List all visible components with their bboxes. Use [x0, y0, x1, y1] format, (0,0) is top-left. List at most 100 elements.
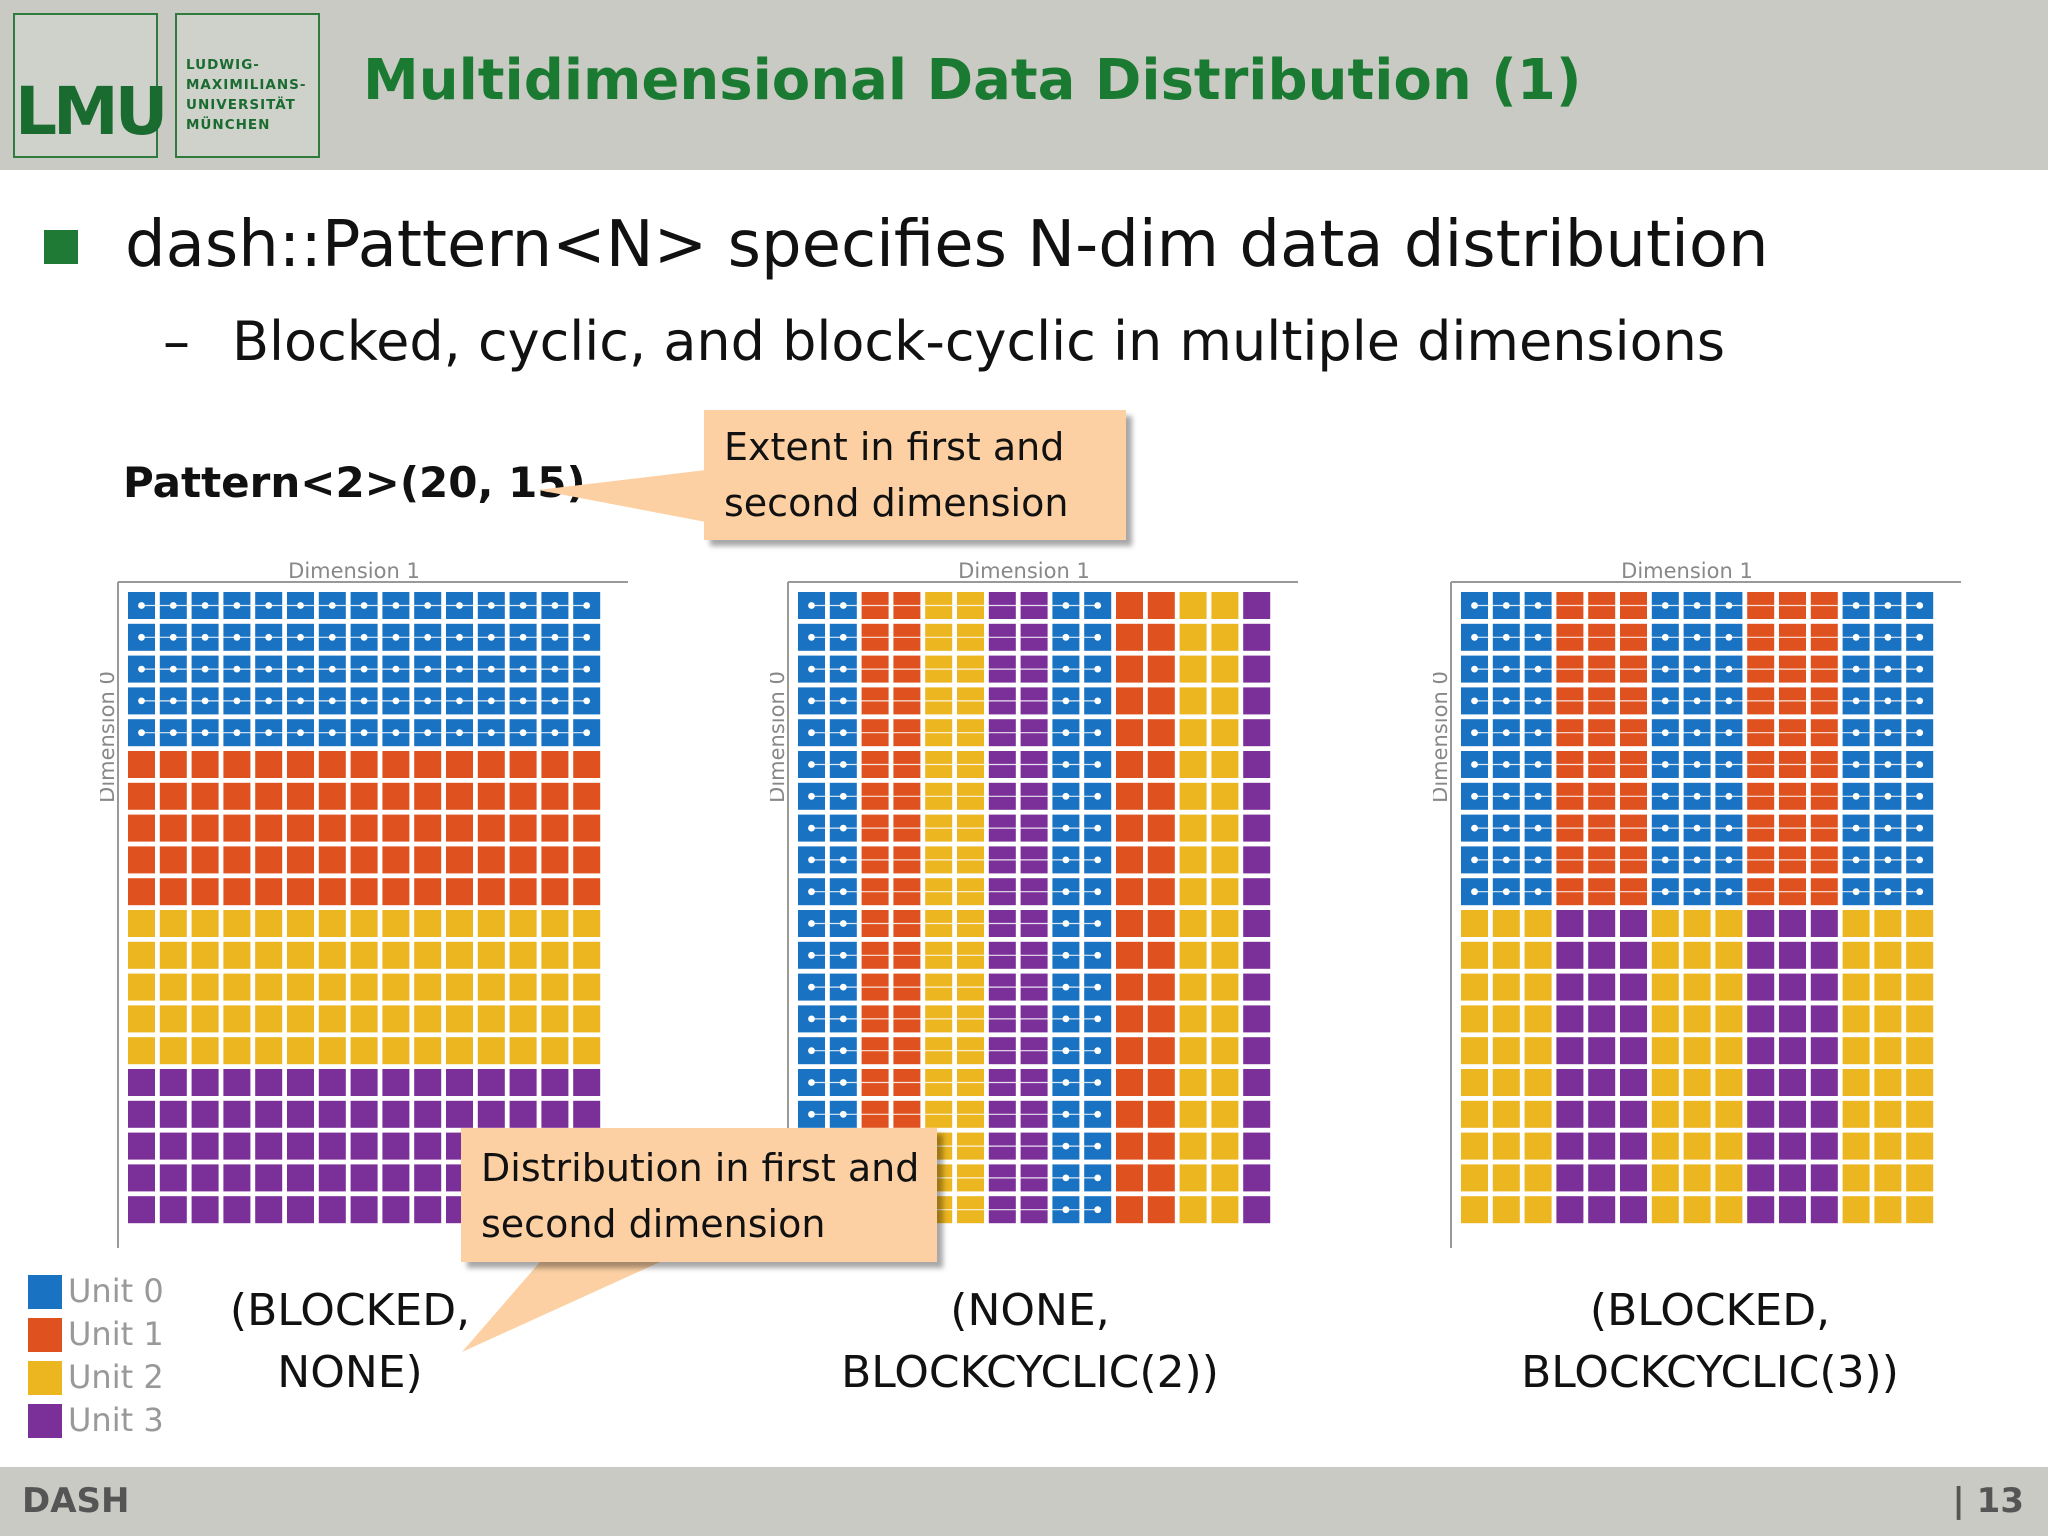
grid-cell [1147, 1100, 1175, 1128]
grid-cell [1211, 751, 1239, 778]
grid-cell [159, 782, 187, 810]
grid-cell [191, 846, 219, 874]
grid-cell [1810, 941, 1838, 969]
grid-cell [1179, 814, 1207, 842]
grid-cell [1461, 1005, 1488, 1033]
grid-cell [350, 814, 378, 842]
distribution-label-line: NONE) [277, 1347, 423, 1398]
grid-cell [1715, 910, 1743, 937]
grid-cell [1147, 782, 1175, 810]
legend-swatch [28, 1361, 62, 1395]
grid-cell [1874, 1132, 1902, 1160]
grid-cell [191, 878, 219, 906]
grid-cell [1683, 1005, 1711, 1033]
grid-cell [1874, 973, 1902, 1001]
grid-cell [1874, 1069, 1902, 1096]
legend-swatch [28, 1404, 62, 1438]
grid-cell [1492, 1069, 1520, 1096]
axis-label-left: Dimension 0 [1433, 671, 1452, 803]
grid-cell [1179, 846, 1207, 874]
logo-name-line: UNIVERSITÄT [186, 97, 296, 113]
grid-cell [1620, 910, 1647, 937]
grid-cell [191, 1196, 219, 1224]
grid-cell [573, 1037, 601, 1065]
legend-swatch [28, 1275, 62, 1309]
grid-cell [1747, 1196, 1775, 1224]
distribution-label-line: (BLOCKED, [1589, 1285, 1831, 1336]
logo-name-line: MAXIMILIANS- [186, 77, 307, 93]
grid-cell [1461, 1164, 1488, 1192]
grid-cell [1147, 1069, 1175, 1096]
grid-cell [223, 878, 251, 906]
grid-cell [1620, 1164, 1647, 1192]
grid-cell [414, 1100, 442, 1128]
grid-cell [318, 814, 346, 842]
grid-cell [159, 910, 187, 937]
grid-cell [1715, 1005, 1743, 1033]
grid-cell [1747, 1132, 1775, 1160]
grid-cell [223, 814, 251, 842]
grid-cell [573, 814, 601, 842]
main-bullet-text: dash::Pattern<N> specifies N-dim data di… [125, 208, 1769, 282]
grid-cell [1211, 719, 1239, 747]
legend-label: Unit 3 [68, 1401, 164, 1439]
logo-name-line: MÜNCHEN [186, 117, 271, 133]
grid-cell [446, 814, 473, 842]
grid-cell [1779, 1005, 1806, 1033]
grid-cell [573, 846, 601, 874]
grid-cell [318, 878, 346, 906]
grid-cell [191, 1005, 219, 1033]
grid-cell [1588, 1100, 1616, 1128]
grid-cell [1179, 878, 1207, 906]
grid-cell [509, 751, 537, 778]
grid-cell [1492, 973, 1520, 1001]
grid-cell [1492, 910, 1520, 937]
grid-cell [1243, 751, 1271, 778]
grid-cell [223, 1069, 251, 1096]
grid-cell [1588, 1005, 1616, 1033]
grid-cell [541, 1037, 569, 1065]
grid-cell [128, 1005, 155, 1033]
grid-cell [446, 941, 473, 969]
grid-cell [1842, 1132, 1870, 1160]
grid-cell [1116, 592, 1143, 619]
footer-title: DASH [22, 1481, 130, 1521]
grid-cell [287, 1005, 314, 1033]
grid-cell [382, 941, 410, 969]
grid-cell [1524, 941, 1552, 969]
grid-cell [1461, 1196, 1488, 1224]
grid-cell [1651, 1100, 1679, 1128]
grid-cell [414, 1196, 442, 1224]
grid-cell [1556, 1037, 1584, 1065]
footer-bar: DASH | 13 [0, 1467, 2048, 1536]
logo-name-line: LUDWIG- [186, 57, 260, 73]
grid-cell [1243, 1037, 1271, 1065]
grid-cell [446, 1100, 473, 1128]
grid-cell [1842, 973, 1870, 1001]
grid-cell [1747, 1005, 1775, 1033]
grid-cell [255, 1196, 283, 1224]
grid-cell [382, 814, 410, 842]
grid-cell [1715, 1164, 1743, 1192]
grid-cell [350, 1196, 378, 1224]
grid-cell [477, 782, 505, 810]
grid-cell [1651, 973, 1679, 1001]
grid-cell [1211, 973, 1239, 1001]
grid-cell [1588, 1069, 1616, 1096]
grid-cell [1147, 941, 1175, 969]
grid-cell [128, 751, 155, 778]
grid-cell [1683, 1196, 1711, 1224]
grid-cell [1524, 910, 1552, 937]
grid-cell [541, 941, 569, 969]
grid-cell [223, 1100, 251, 1128]
grid-cell [1116, 878, 1143, 906]
grid-cell [1588, 941, 1616, 969]
grid-cell [1842, 1005, 1870, 1033]
grid-cell [1651, 1164, 1679, 1192]
grid-cell [414, 1069, 442, 1096]
pattern-label: Pattern<2>(20, 15) [123, 458, 586, 507]
grid-cell [255, 1164, 283, 1192]
grid-cell [1179, 655, 1207, 683]
grid-cell [382, 1196, 410, 1224]
grid-cell [159, 1100, 187, 1128]
